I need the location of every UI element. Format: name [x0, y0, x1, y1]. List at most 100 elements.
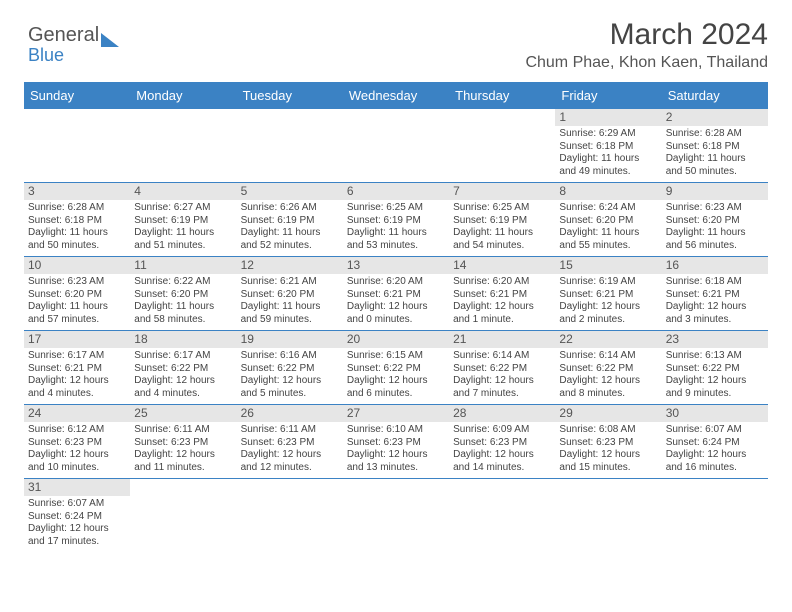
calendar-cell: 19Sunrise: 6:16 AMSunset: 6:22 PMDayligh…: [237, 331, 343, 405]
sunset-text: Sunset: 6:20 PM: [134, 289, 232, 302]
sunrise-text: Sunrise: 6:28 AM: [28, 202, 126, 215]
daylight-text: Daylight: 11 hours and 55 minutes.: [559, 227, 657, 252]
sunset-text: Sunset: 6:21 PM: [453, 289, 551, 302]
sunrise-text: Sunrise: 6:07 AM: [666, 424, 764, 437]
calendar-cell: 2Sunrise: 6:28 AMSunset: 6:18 PMDaylight…: [662, 109, 768, 183]
calendar-row: 3Sunrise: 6:28 AMSunset: 6:18 PMDaylight…: [24, 183, 768, 257]
sunset-text: Sunset: 6:22 PM: [134, 363, 232, 376]
daylight-text: Daylight: 12 hours and 6 minutes.: [347, 375, 445, 400]
day-number: 22: [555, 331, 661, 348]
sunset-text: Sunset: 6:24 PM: [666, 437, 764, 450]
sunrise-text: Sunrise: 6:26 AM: [241, 202, 339, 215]
sunset-text: Sunset: 6:18 PM: [559, 141, 657, 154]
sunrise-text: Sunrise: 6:14 AM: [559, 350, 657, 363]
calendar-cell: 14Sunrise: 6:20 AMSunset: 6:21 PMDayligh…: [449, 257, 555, 331]
sunset-text: Sunset: 6:20 PM: [28, 289, 126, 302]
day-number: 11: [130, 257, 236, 274]
calendar-row: 24Sunrise: 6:12 AMSunset: 6:23 PMDayligh…: [24, 405, 768, 479]
sunrise-text: Sunrise: 6:07 AM: [28, 498, 126, 511]
calendar-cell: 25Sunrise: 6:11 AMSunset: 6:23 PMDayligh…: [130, 405, 236, 479]
sunset-text: Sunset: 6:19 PM: [241, 215, 339, 228]
sunset-text: Sunset: 6:19 PM: [347, 215, 445, 228]
sunrise-text: Sunrise: 6:10 AM: [347, 424, 445, 437]
weekday-header: Sunday: [24, 82, 130, 109]
weekday-header: Wednesday: [343, 82, 449, 109]
sunset-text: Sunset: 6:23 PM: [559, 437, 657, 450]
daylight-text: Daylight: 12 hours and 4 minutes.: [134, 375, 232, 400]
calendar-cell-empty: [449, 109, 555, 183]
calendar-cell: 3Sunrise: 6:28 AMSunset: 6:18 PMDaylight…: [24, 183, 130, 257]
daylight-text: Daylight: 11 hours and 50 minutes.: [666, 153, 764, 178]
sunrise-text: Sunrise: 6:17 AM: [134, 350, 232, 363]
calendar-cell: 9Sunrise: 6:23 AMSunset: 6:20 PMDaylight…: [662, 183, 768, 257]
calendar-cell: 13Sunrise: 6:20 AMSunset: 6:21 PMDayligh…: [343, 257, 449, 331]
calendar-cell: 1Sunrise: 6:29 AMSunset: 6:18 PMDaylight…: [555, 109, 661, 183]
daylight-text: Daylight: 12 hours and 9 minutes.: [666, 375, 764, 400]
sunrise-text: Sunrise: 6:17 AM: [28, 350, 126, 363]
sunrise-text: Sunrise: 6:11 AM: [134, 424, 232, 437]
daylight-text: Daylight: 12 hours and 5 minutes.: [241, 375, 339, 400]
day-number: 30: [662, 405, 768, 422]
sunrise-text: Sunrise: 6:22 AM: [134, 276, 232, 289]
sunset-text: Sunset: 6:23 PM: [134, 437, 232, 450]
sunset-text: Sunset: 6:20 PM: [241, 289, 339, 302]
calendar-cell: 22Sunrise: 6:14 AMSunset: 6:22 PMDayligh…: [555, 331, 661, 405]
sunset-text: Sunset: 6:23 PM: [453, 437, 551, 450]
sunrise-text: Sunrise: 6:27 AM: [134, 202, 232, 215]
calendar-cell-empty: [343, 479, 449, 552]
day-number: 5: [237, 183, 343, 200]
calendar-row: 31Sunrise: 6:07 AMSunset: 6:24 PMDayligh…: [24, 479, 768, 552]
daylight-text: Daylight: 11 hours and 59 minutes.: [241, 301, 339, 326]
calendar-cell: 15Sunrise: 6:19 AMSunset: 6:21 PMDayligh…: [555, 257, 661, 331]
day-number: 24: [24, 405, 130, 422]
calendar-cell: 11Sunrise: 6:22 AMSunset: 6:20 PMDayligh…: [130, 257, 236, 331]
sunset-text: Sunset: 6:19 PM: [134, 215, 232, 228]
daylight-text: Daylight: 12 hours and 0 minutes.: [347, 301, 445, 326]
day-number: 4: [130, 183, 236, 200]
sunrise-text: Sunrise: 6:23 AM: [666, 202, 764, 215]
day-number: 12: [237, 257, 343, 274]
daylight-text: Daylight: 11 hours and 52 minutes.: [241, 227, 339, 252]
day-number: 14: [449, 257, 555, 274]
calendar-cell-empty: [662, 479, 768, 552]
day-number: 20: [343, 331, 449, 348]
calendar-cell-empty: [555, 479, 661, 552]
daylight-text: Daylight: 12 hours and 4 minutes.: [28, 375, 126, 400]
day-number: 21: [449, 331, 555, 348]
sunrise-text: Sunrise: 6:11 AM: [241, 424, 339, 437]
sunrise-text: Sunrise: 6:21 AM: [241, 276, 339, 289]
day-number: 28: [449, 405, 555, 422]
daylight-text: Daylight: 11 hours and 53 minutes.: [347, 227, 445, 252]
sunrise-text: Sunrise: 6:24 AM: [559, 202, 657, 215]
calendar: Sunday Monday Tuesday Wednesday Thursday…: [24, 82, 768, 552]
sunset-text: Sunset: 6:23 PM: [28, 437, 126, 450]
daylight-text: Daylight: 12 hours and 10 minutes.: [28, 449, 126, 474]
daylight-text: Daylight: 11 hours and 56 minutes.: [666, 227, 764, 252]
calendar-cell: 24Sunrise: 6:12 AMSunset: 6:23 PMDayligh…: [24, 405, 130, 479]
sunrise-text: Sunrise: 6:09 AM: [453, 424, 551, 437]
calendar-cell-empty: [237, 479, 343, 552]
calendar-cell-empty: [130, 109, 236, 183]
sunset-text: Sunset: 6:24 PM: [28, 511, 126, 524]
daylight-text: Daylight: 12 hours and 8 minutes.: [559, 375, 657, 400]
daylight-text: Daylight: 11 hours and 49 minutes.: [559, 153, 657, 178]
day-number: 16: [662, 257, 768, 274]
weekday-header: Monday: [130, 82, 236, 109]
day-number: 26: [237, 405, 343, 422]
sunrise-text: Sunrise: 6:15 AM: [347, 350, 445, 363]
weekday-header: Friday: [555, 82, 661, 109]
day-number: 17: [24, 331, 130, 348]
daylight-text: Daylight: 12 hours and 3 minutes.: [666, 301, 764, 326]
day-number: 13: [343, 257, 449, 274]
day-number: 9: [662, 183, 768, 200]
day-number: 10: [24, 257, 130, 274]
sunset-text: Sunset: 6:23 PM: [241, 437, 339, 450]
sunset-text: Sunset: 6:23 PM: [347, 437, 445, 450]
calendar-body: 1Sunrise: 6:29 AMSunset: 6:18 PMDaylight…: [24, 109, 768, 552]
sunset-text: Sunset: 6:22 PM: [453, 363, 551, 376]
calendar-cell: 29Sunrise: 6:08 AMSunset: 6:23 PMDayligh…: [555, 405, 661, 479]
sunrise-text: Sunrise: 6:19 AM: [559, 276, 657, 289]
day-number: 8: [555, 183, 661, 200]
sunrise-text: Sunrise: 6:23 AM: [28, 276, 126, 289]
weekday-header: Saturday: [662, 82, 768, 109]
